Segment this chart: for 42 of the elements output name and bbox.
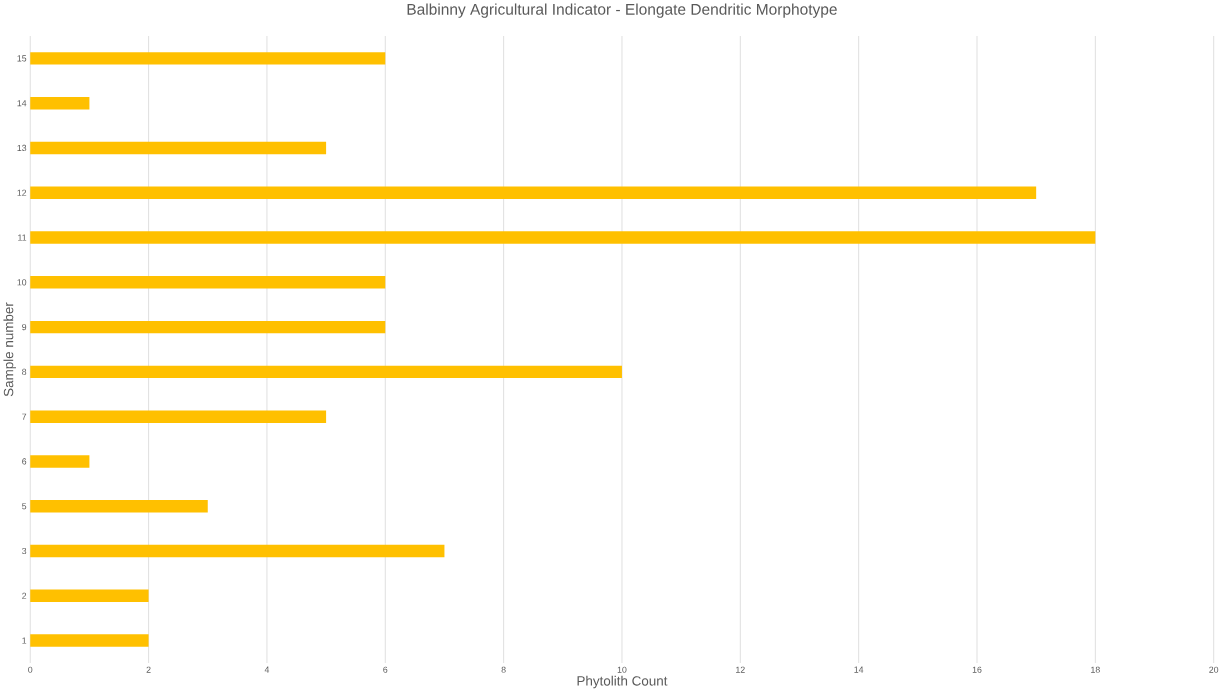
y-tick-label: 8 (22, 368, 27, 376)
bar (30, 97, 90, 110)
bar (30, 231, 1096, 244)
bar (30, 52, 386, 65)
y-tick-label: 5 (22, 503, 27, 510)
x-tick-label: 18 (1091, 666, 1100, 673)
y-tick-label: 11 (18, 234, 27, 241)
y-tick-label: 7 (22, 413, 27, 420)
bar (30, 410, 327, 424)
bar (30, 589, 149, 603)
x-tick-label: 6 (383, 666, 388, 673)
y-axis-title: Sample number (3, 302, 16, 397)
y-tick-label: 12 (17, 189, 27, 196)
bar (30, 455, 90, 468)
x-tick-label: 4 (264, 666, 270, 673)
bar (30, 186, 1037, 200)
x-tick-label: 0 (28, 666, 33, 673)
y-tick-label: 2 (22, 592, 27, 599)
x-tick-label: 2 (146, 666, 151, 673)
x-tick-label: 10 (617, 666, 627, 673)
x-axis-title: Phytolith Count (577, 675, 668, 689)
y-tick-label: 3 (22, 548, 27, 555)
chart-title: Balbinny Agricultural Indicator - Elongate Dendritic Morphotype (407, 3, 837, 19)
y-tick-label: 1 (22, 637, 27, 644)
bar (30, 634, 149, 647)
bar (30, 544, 445, 558)
x-tick-label: 8 (501, 666, 506, 673)
bar (30, 321, 386, 334)
y-tick-label: 10 (17, 279, 27, 286)
x-tick-label: 16 (972, 666, 982, 673)
bar (30, 141, 327, 155)
y-tick-label: 15 (17, 55, 27, 62)
bar (30, 276, 386, 289)
y-tick-label: 13 (17, 145, 27, 152)
y-tick-label: 9 (22, 324, 27, 331)
bar (30, 500, 208, 513)
x-tick-label: 14 (854, 666, 864, 673)
x-tick-label: 12 (736, 666, 745, 673)
x-tick-label: 20 (1209, 666, 1219, 673)
bar (30, 365, 622, 379)
y-tick-label: 14 (17, 100, 27, 107)
y-tick-label: 6 (22, 458, 27, 465)
